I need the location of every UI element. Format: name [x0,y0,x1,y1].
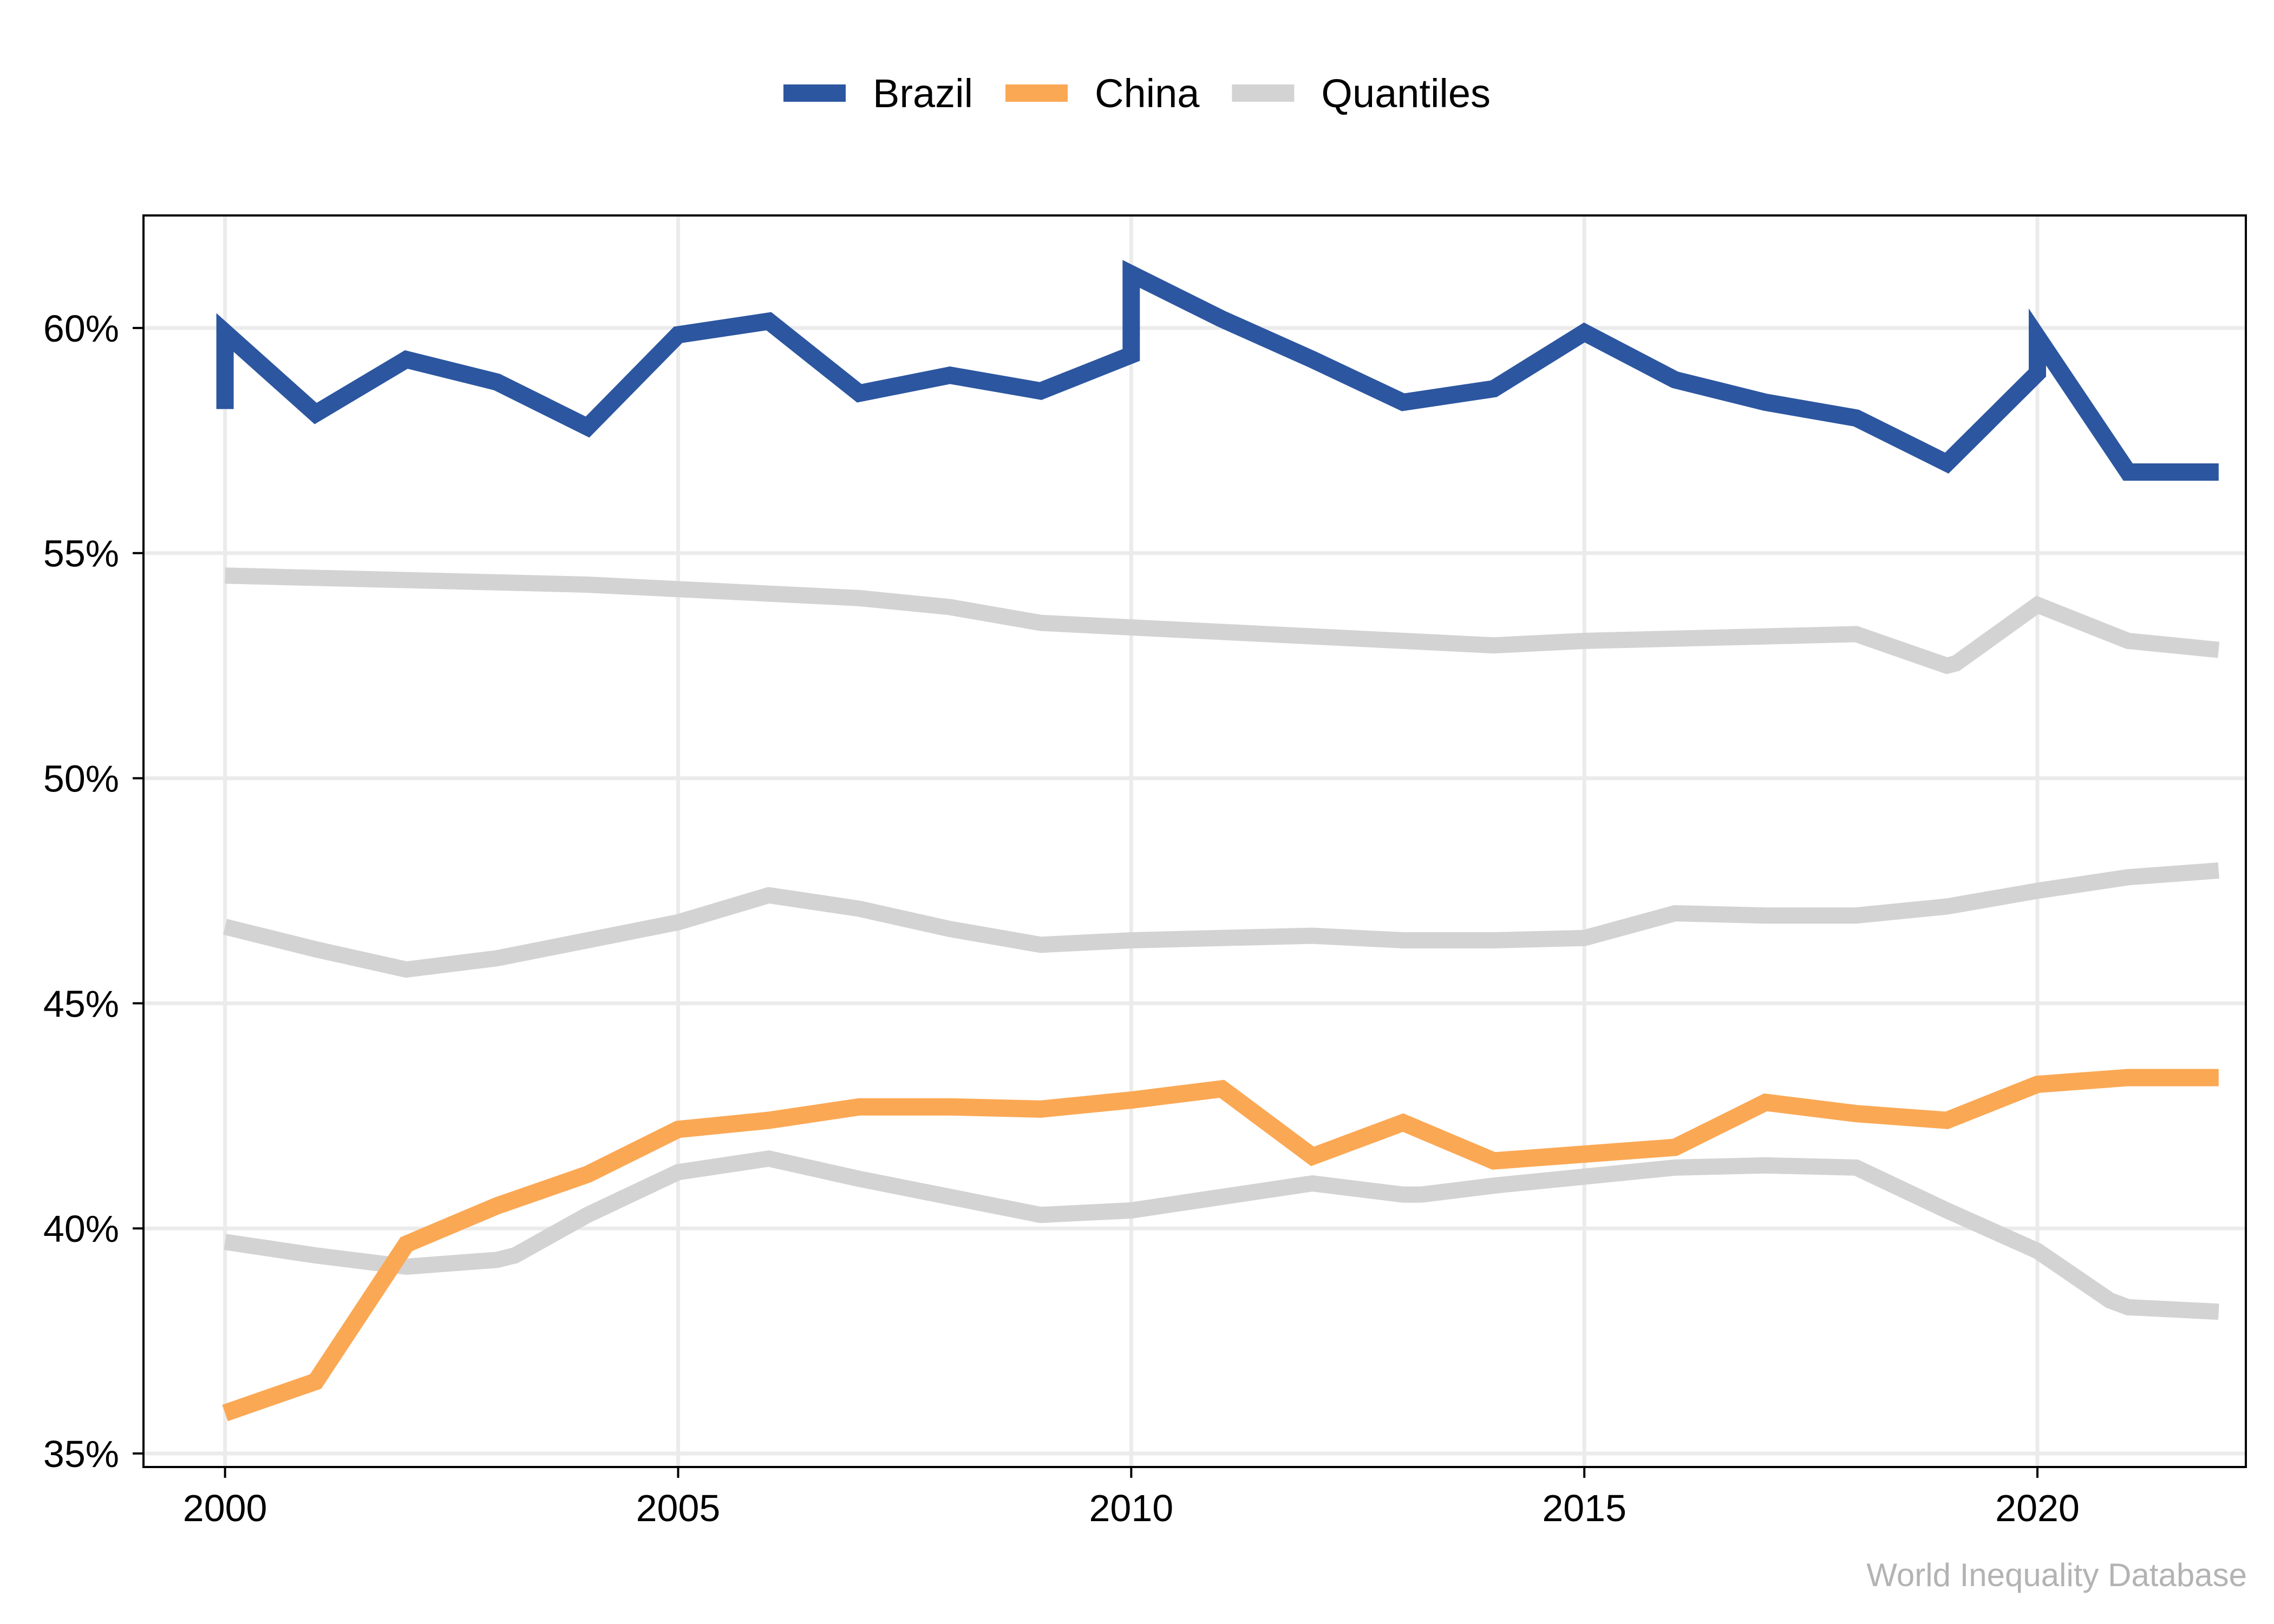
legend-label-quantiles: Quantiles [1321,71,1491,116]
legend-label-brazil: Brazil [873,71,973,116]
x-tick-label: 2010 [1089,1487,1173,1529]
series-line-quantiles [224,1150,2219,1320]
x-tick-label: 2005 [636,1487,721,1529]
y-tick-label: 60% [43,307,119,350]
y-tick-label: 55% [43,533,119,575]
y-tick-label: 40% [43,1208,119,1250]
y-tick-label: 35% [43,1433,119,1475]
plot-frame [142,214,2247,1468]
legend-label-china: China [1095,71,1200,116]
legend: Brazil China Quantiles [783,71,1491,116]
series-line-brazil [216,260,2219,481]
series-line-china [222,1069,2219,1422]
y-tick-label: 50% [43,758,119,800]
y-axis: 35% 40% 45% 50% 55% 60% [43,307,143,1475]
y-tick-label: 45% [43,983,119,1025]
x-tick-label: 2000 [183,1487,267,1529]
series-line-quantiles [223,862,2219,978]
x-tick-label: 2015 [1542,1487,1626,1529]
source-label: World Inequality Database [1866,1557,2247,1593]
x-axis: 2000 2005 2010 2015 2020 [183,1467,2080,1529]
x-tick-label: 2020 [1995,1487,2080,1529]
series-lines [216,260,2220,1422]
series-line-quantiles [225,567,2220,675]
